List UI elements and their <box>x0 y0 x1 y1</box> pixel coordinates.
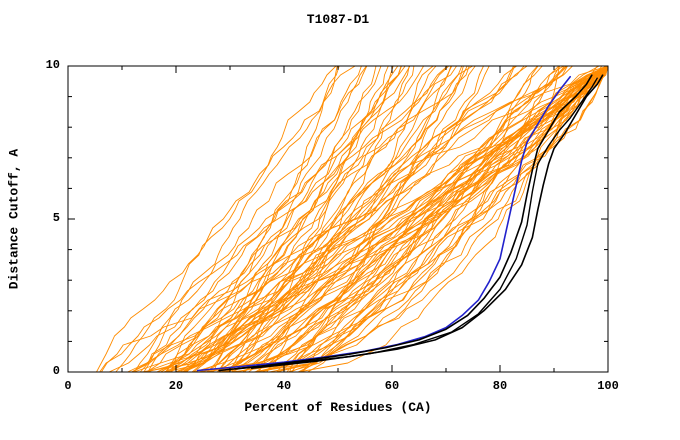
ensemble-curve <box>183 66 406 372</box>
black-model-3-curve <box>250 77 598 369</box>
ensemble-curve <box>278 66 608 372</box>
ensemble-curve <box>289 66 608 372</box>
black-model-1-curve <box>218 74 593 372</box>
ensemble-curve <box>298 66 608 372</box>
ensemble-curve <box>141 66 452 372</box>
ensemble-curve <box>205 66 560 372</box>
ensemble-curve <box>170 66 468 372</box>
x-tick-label: 80 <box>492 379 508 393</box>
ensemble-curve <box>163 66 608 372</box>
ensemble-curve <box>99 66 450 372</box>
ensemble-curve <box>160 66 437 372</box>
ensemble-curve <box>287 66 608 372</box>
chart-title: T1087-D1 <box>306 12 370 27</box>
ensemble-curve <box>131 66 458 372</box>
ensemble-curve <box>220 66 453 372</box>
ensemble-curve <box>156 66 608 372</box>
ensemble-curve <box>260 66 608 372</box>
ensemble-curve <box>115 66 337 372</box>
x-tick-label: 40 <box>276 379 292 393</box>
x-tick-label: 60 <box>384 379 400 393</box>
ensemble-curve <box>307 66 608 372</box>
ensemble-curve <box>198 66 608 372</box>
ensemble-curve <box>213 66 399 372</box>
x-axis-label: Percent of Residues (CA) <box>244 400 432 415</box>
black-model-2-curve <box>234 74 604 370</box>
ensemble-curve <box>159 66 338 372</box>
y-tick-label: 0 <box>52 364 60 378</box>
ensemble-curve <box>225 66 516 372</box>
ensemble-curve <box>206 66 474 372</box>
ensemble-curve <box>230 66 415 372</box>
series-layer <box>96 66 608 372</box>
ensemble-curve <box>139 66 425 372</box>
ensemble-curve <box>127 66 603 372</box>
ensemble-curve <box>179 66 565 372</box>
ensemble-curve <box>275 66 539 372</box>
ensemble-curve <box>165 66 608 372</box>
ensemble-curve <box>217 66 608 372</box>
ensemble-curve <box>146 66 528 372</box>
ensemble-curve <box>131 66 538 372</box>
ensemble-curve <box>166 66 402 372</box>
ensemble-curve <box>185 66 367 372</box>
ensemble-curve <box>247 66 476 372</box>
ensemble-curve <box>191 66 608 372</box>
ensemble-curve <box>170 66 411 372</box>
x-tick-label: 0 <box>64 379 72 393</box>
ensemble-curve <box>199 66 410 372</box>
ensemble-curve <box>182 66 470 372</box>
ensemble-curve <box>193 66 377 372</box>
ensemble-curve <box>96 66 356 372</box>
ensemble-curve <box>143 66 340 372</box>
ensemble-curve <box>209 66 608 372</box>
y-tick-label: 5 <box>52 211 60 225</box>
ensemble-curve <box>206 66 608 372</box>
ensemble-curve <box>276 66 599 372</box>
ensemble-curve <box>100 66 573 372</box>
x-tick-label: 100 <box>597 379 619 393</box>
ensemble-curve <box>253 66 608 372</box>
ensemble-curve <box>134 66 368 372</box>
ensemble-curve <box>133 66 600 372</box>
y-tick-label: 10 <box>45 58 60 72</box>
x-tick-label: 20 <box>168 379 184 393</box>
y-axis-label: Distance Cutoff, A <box>6 148 22 290</box>
ensemble-curve <box>255 66 608 372</box>
